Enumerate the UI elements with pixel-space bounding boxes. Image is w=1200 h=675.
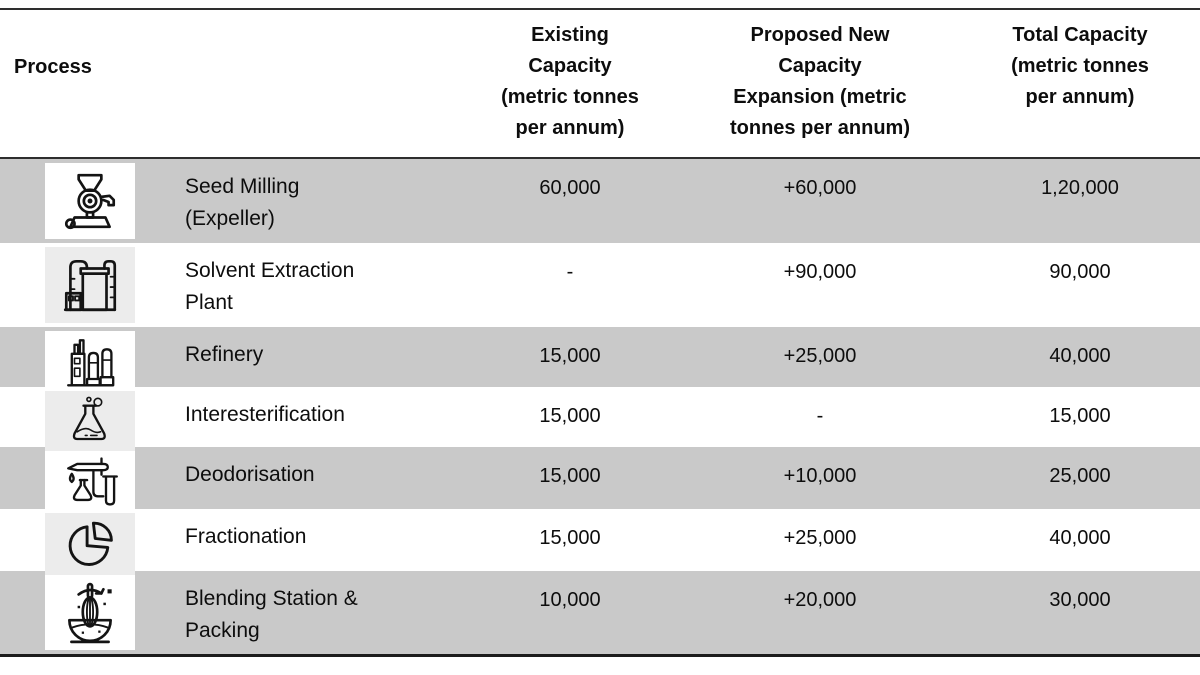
deodorisation-lab-icon — [45, 451, 135, 515]
table-row-blending-packing: Blending Station & Packing 10,000 +20,00… — [0, 571, 1200, 654]
table-row-interesterification: Interesterification 15,000 - 15,000 — [0, 387, 1200, 455]
existing-capacity-value: 15,000 — [539, 527, 601, 549]
total-capacity-value: 40,000 — [1049, 527, 1111, 549]
refinery-icon — [45, 331, 135, 395]
proposed-expansion-value: +20,000 — [783, 589, 857, 611]
capacity-table: Process Existing Capacity (metric tonnes… — [0, 8, 1200, 657]
process-icon-cell — [0, 571, 140, 654]
table-row-refinery: Refinery 15,000 +25,000 40,000 — [0, 327, 1200, 395]
existing-capacity-value: 10,000 — [539, 589, 601, 611]
table-bottom-rule — [0, 654, 1200, 657]
seed-milling-expeller-icon — [45, 163, 135, 239]
interesterification-flask-icon — [45, 391, 135, 455]
column-header-process: Process — [0, 10, 460, 157]
proposed-expansion-value: +25,000 — [783, 527, 857, 549]
proposed-expansion-value: - — [816, 405, 824, 427]
blending-mixer-icon — [45, 575, 135, 650]
process-icon-cell — [0, 159, 140, 243]
table-row-deodorisation: Deodorisation 15,000 +10,000 25,000 — [0, 447, 1200, 515]
process-icon-cell — [0, 327, 140, 399]
column-header-process-label: Process — [14, 56, 92, 78]
column-header-proposed-expansion: Proposed New Capacity Expansion (metric … — [729, 24, 910, 139]
total-capacity-value: 1,20,000 — [1041, 177, 1119, 199]
solvent-extraction-plant-icon — [45, 247, 135, 323]
process-name: Solvent Extraction Plant — [185, 259, 355, 314]
process-name: Seed Milling (Expeller) — [185, 175, 300, 230]
existing-capacity-value: 60,000 — [539, 177, 601, 199]
total-capacity-value: 90,000 — [1049, 261, 1111, 283]
process-name: Blending Station & Packing — [185, 587, 358, 642]
process-name: Fractionation — [185, 525, 307, 548]
process-icon-cell — [0, 387, 140, 459]
proposed-expansion-value: +10,000 — [783, 465, 857, 487]
process-name: Interesterification — [185, 403, 345, 426]
fractionation-pie-icon — [45, 513, 135, 577]
proposed-expansion-value: +60,000 — [783, 177, 857, 199]
fractionation-icon-cell — [0, 509, 140, 581]
total-capacity-value: 25,000 — [1049, 465, 1111, 487]
total-capacity-value: 15,000 — [1049, 405, 1111, 427]
process-icon-cell — [0, 447, 140, 519]
table-row-seed-milling: Seed Milling (Expeller) 60,000 +60,000 1… — [0, 159, 1200, 243]
total-capacity-value: 40,000 — [1049, 345, 1111, 367]
process-name: Refinery — [185, 343, 264, 366]
process-icon-cell — [0, 243, 140, 327]
table-body: Seed Milling (Expeller) 60,000 +60,000 1… — [0, 159, 1200, 654]
table-header-row: Process Existing Capacity (metric tonnes… — [0, 8, 1200, 159]
existing-capacity-value: - — [566, 261, 574, 283]
process-name: Deodorisation — [185, 463, 315, 486]
existing-capacity-value: 15,000 — [539, 465, 601, 487]
total-capacity-value: 30,000 — [1049, 589, 1111, 611]
table-row-fractionation: Fractionation 15,000 +25,000 40,000 — [0, 509, 1200, 577]
existing-capacity-value: 15,000 — [539, 405, 601, 427]
existing-capacity-value: 15,000 — [539, 345, 601, 367]
table-row-solvent-extraction: Solvent Extraction Plant - +90,000 90,00… — [0, 243, 1200, 327]
column-header-existing-capacity: Existing Capacity (metric tonnes per ann… — [501, 24, 639, 139]
proposed-expansion-value: +90,000 — [783, 261, 857, 283]
column-header-total-capacity: Total Capacity (metric tonnes per annum) — [1011, 24, 1149, 108]
proposed-expansion-value: +25,000 — [783, 345, 857, 367]
